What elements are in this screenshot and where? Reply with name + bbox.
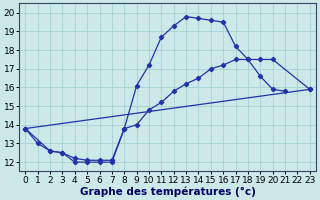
X-axis label: Graphe des températures (°c): Graphe des températures (°c)	[80, 186, 255, 197]
